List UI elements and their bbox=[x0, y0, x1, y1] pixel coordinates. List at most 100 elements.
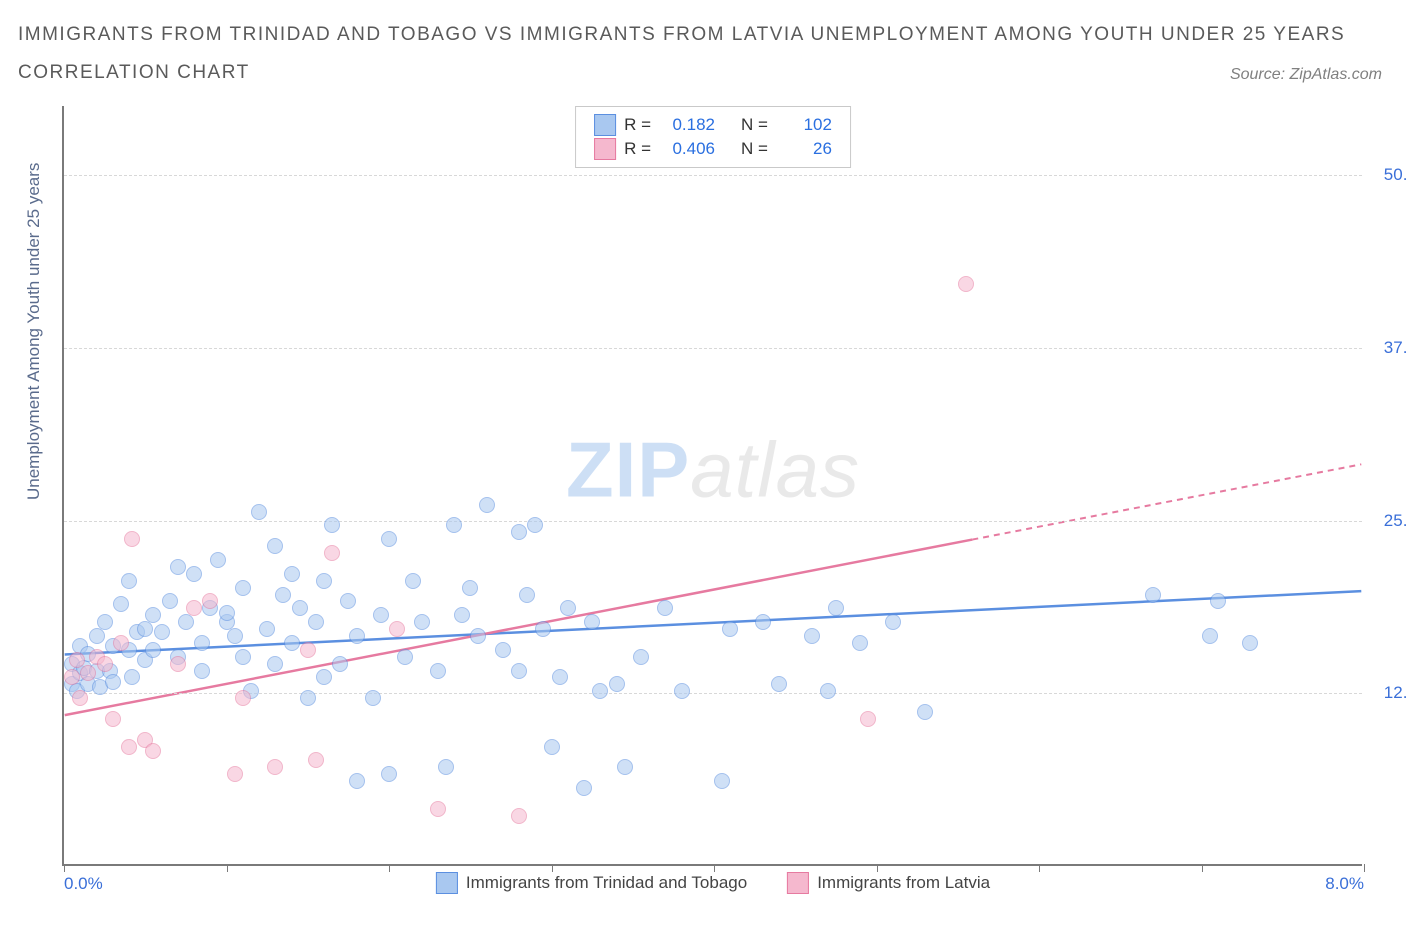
swatch-latvia bbox=[594, 138, 616, 160]
scatter-point-trinidad bbox=[381, 766, 397, 782]
x-tick bbox=[1039, 864, 1040, 872]
scatter-point-trinidad bbox=[722, 621, 738, 637]
n-value-trinidad: 102 bbox=[776, 113, 832, 137]
scatter-point-trinidad bbox=[308, 614, 324, 630]
scatter-point-trinidad bbox=[1210, 593, 1226, 609]
scatter-point-trinidad bbox=[544, 739, 560, 755]
x-tick bbox=[64, 864, 65, 872]
scatter-point-trinidad bbox=[405, 573, 421, 589]
scatter-point-trinidad bbox=[373, 607, 389, 623]
scatter-point-trinidad bbox=[316, 573, 332, 589]
scatter-point-latvia bbox=[121, 739, 137, 755]
scatter-point-latvia bbox=[97, 656, 113, 672]
legend-label-trinidad: Immigrants from Trinidad and Tobago bbox=[466, 873, 747, 893]
r-value-latvia: 0.406 bbox=[659, 137, 715, 161]
scatter-point-trinidad bbox=[349, 773, 365, 789]
watermark-part2: atlas bbox=[690, 425, 860, 513]
scatter-point-trinidad bbox=[259, 621, 275, 637]
chart-title-line2: CORRELATION CHART bbox=[18, 62, 250, 84]
scatter-point-trinidad bbox=[124, 669, 140, 685]
scatter-point-latvia bbox=[186, 600, 202, 616]
scatter-point-trinidad bbox=[633, 649, 649, 665]
y-tick-label: 25.0% bbox=[1372, 511, 1406, 531]
swatch-trinidad bbox=[594, 114, 616, 136]
r-value-trinidad: 0.182 bbox=[659, 113, 715, 137]
scatter-point-trinidad bbox=[828, 600, 844, 616]
scatter-point-trinidad bbox=[535, 621, 551, 637]
gridline bbox=[64, 348, 1362, 349]
x-tick bbox=[227, 864, 228, 872]
scatter-point-trinidad bbox=[584, 614, 600, 630]
x-tick bbox=[1364, 864, 1365, 872]
scatter-point-trinidad bbox=[105, 674, 121, 690]
scatter-point-trinidad bbox=[470, 628, 486, 644]
n-label: N = bbox=[741, 113, 768, 137]
y-tick-label: 50.0% bbox=[1372, 165, 1406, 185]
r-label: R = bbox=[624, 113, 651, 137]
scatter-point-trinidad bbox=[527, 517, 543, 533]
scatter-point-trinidad bbox=[804, 628, 820, 644]
scatter-point-trinidad bbox=[576, 780, 592, 796]
scatter-point-trinidad bbox=[186, 566, 202, 582]
scatter-point-trinidad bbox=[137, 621, 153, 637]
scatter-point-trinidad bbox=[1145, 587, 1161, 603]
scatter-point-trinidad bbox=[511, 663, 527, 679]
scatter-point-trinidad bbox=[154, 624, 170, 640]
scatter-point-latvia bbox=[69, 652, 85, 668]
legend-row-trinidad: R = 0.182 N = 102 bbox=[594, 113, 832, 137]
scatter-point-latvia bbox=[511, 808, 527, 824]
scatter-point-trinidad bbox=[275, 587, 291, 603]
correlation-legend-box: R = 0.182 N = 102 R = 0.406 N = 26 bbox=[575, 106, 851, 168]
scatter-point-trinidad bbox=[462, 580, 478, 596]
scatter-point-trinidad bbox=[430, 663, 446, 679]
scatter-point-latvia bbox=[267, 759, 283, 775]
scatter-point-trinidad bbox=[219, 605, 235, 621]
y-axis-label: Unemployment Among Youth under 25 years bbox=[24, 163, 44, 500]
scatter-point-trinidad bbox=[438, 759, 454, 775]
scatter-point-trinidad bbox=[1202, 628, 1218, 644]
scatter-point-latvia bbox=[72, 690, 88, 706]
n-value-latvia: 26 bbox=[776, 137, 832, 161]
scatter-point-trinidad bbox=[454, 607, 470, 623]
x-tick-label: 0.0% bbox=[64, 874, 103, 894]
scatter-point-trinidad bbox=[552, 669, 568, 685]
scatter-point-latvia bbox=[300, 642, 316, 658]
scatter-point-trinidad bbox=[511, 524, 527, 540]
trend-lines-layer bbox=[64, 106, 1362, 864]
x-tick bbox=[389, 864, 390, 872]
scatter-point-trinidad bbox=[300, 690, 316, 706]
scatter-point-trinidad bbox=[381, 531, 397, 547]
scatter-point-trinidad bbox=[178, 614, 194, 630]
scatter-point-trinidad bbox=[121, 573, 137, 589]
scatter-point-trinidad bbox=[349, 628, 365, 644]
scatter-point-trinidad bbox=[145, 607, 161, 623]
scatter-point-latvia bbox=[80, 665, 96, 681]
y-tick-label: 12.5% bbox=[1372, 683, 1406, 703]
scatter-point-trinidad bbox=[714, 773, 730, 789]
scatter-point-latvia bbox=[113, 635, 129, 651]
watermark-part1: ZIP bbox=[566, 425, 690, 513]
scatter-point-latvia bbox=[308, 752, 324, 768]
scatter-point-latvia bbox=[124, 531, 140, 547]
x-tick-label: 8.0% bbox=[1325, 874, 1364, 894]
scatter-point-latvia bbox=[145, 743, 161, 759]
scatter-point-latvia bbox=[430, 801, 446, 817]
x-tick bbox=[714, 864, 715, 872]
scatter-point-trinidad bbox=[479, 497, 495, 513]
scatter-point-trinidad bbox=[617, 759, 633, 775]
legend-row-latvia: R = 0.406 N = 26 bbox=[594, 137, 832, 161]
scatter-point-trinidad bbox=[852, 635, 868, 651]
scatter-point-trinidad bbox=[145, 642, 161, 658]
scatter-point-trinidad bbox=[332, 656, 348, 672]
scatter-point-trinidad bbox=[917, 704, 933, 720]
scatter-point-trinidad bbox=[267, 656, 283, 672]
n-label: N = bbox=[741, 137, 768, 161]
legend-item-trinidad: Immigrants from Trinidad and Tobago bbox=[436, 872, 747, 894]
scatter-point-trinidad bbox=[755, 614, 771, 630]
scatter-point-latvia bbox=[389, 621, 405, 637]
series-legend: Immigrants from Trinidad and Tobago Immi… bbox=[436, 872, 990, 894]
scatter-point-trinidad bbox=[397, 649, 413, 665]
source-label: Source: ZipAtlas.com bbox=[1230, 66, 1382, 84]
trend-line-dashed-latvia bbox=[972, 464, 1361, 539]
scatter-point-trinidad bbox=[495, 642, 511, 658]
